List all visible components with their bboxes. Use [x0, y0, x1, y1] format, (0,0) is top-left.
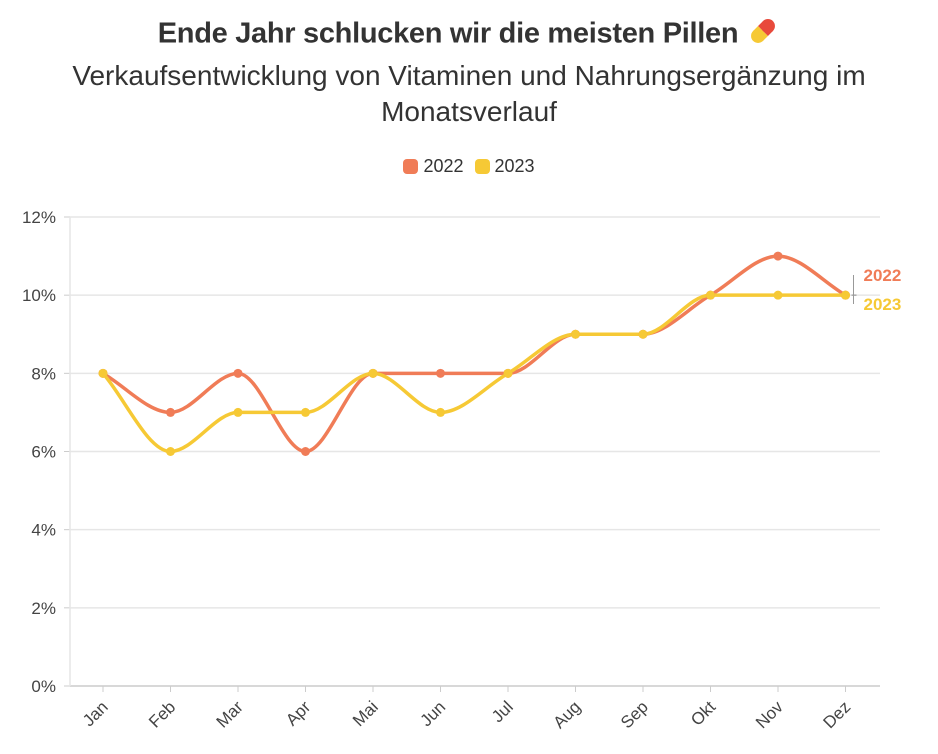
end-label-2023: 2023 — [864, 295, 902, 314]
y-tick-label: 4% — [31, 521, 56, 540]
chart-title-text: Ende Jahr schlucken wir die meisten Pill… — [157, 17, 739, 50]
legend-swatch-2023 — [474, 159, 490, 174]
legend-swatch-2022 — [403, 159, 419, 174]
data-point-2023[interactable] — [706, 290, 715, 300]
pill-icon — [746, 14, 780, 56]
x-tick-label: Dez — [820, 697, 855, 732]
data-point-2022[interactable] — [436, 368, 445, 378]
x-tick-label: Aug — [550, 697, 585, 732]
y-tick-label: 8% — [31, 364, 56, 383]
x-tick-label: Nov — [752, 697, 787, 732]
series-line-2022[interactable] — [101, 254, 848, 454]
data-point-2023[interactable] — [571, 329, 580, 339]
data-point-2023[interactable] — [841, 290, 850, 300]
legend: 2022 2023 — [0, 156, 938, 179]
x-tick-label: Jan — [79, 697, 112, 730]
x-tick-label: Mai — [349, 697, 382, 730]
end-label-connector — [851, 275, 857, 296]
chart-subtitle: Verkaufsentwicklung von Vitaminen und Na… — [72, 60, 866, 127]
x-tick-label: Okt — [687, 697, 719, 729]
data-point-2023[interactable] — [436, 407, 445, 417]
legend-label-2022: 2022 — [423, 156, 464, 176]
grid — [70, 216, 880, 687]
y-tick-label: 0% — [31, 677, 56, 696]
y-tick-label: 2% — [31, 599, 56, 618]
legend-item-2022[interactable]: 2022 — [403, 156, 463, 177]
data-point-2022[interactable] — [301, 447, 310, 456]
end-label-connector — [851, 294, 857, 304]
series-group — [98, 251, 850, 456]
legend-item-2023[interactable]: 2023 — [474, 156, 535, 177]
y-tick-label: 12% — [22, 208, 56, 227]
end-labels: 2022 2023 — [851, 266, 902, 314]
x-tick-label: Jun — [417, 697, 450, 730]
x-tick-label: Sep — [617, 697, 652, 732]
y-tick-label: 6% — [31, 443, 56, 462]
end-label-2022: 2022 — [864, 266, 902, 285]
legend-label-2023: 2023 — [494, 156, 535, 176]
x-tick-label: Apr — [282, 697, 314, 729]
x-tick-label: Feb — [145, 697, 179, 731]
chart-title: Ende Jahr schlucken wir die meisten Pill… — [0, 14, 938, 56]
data-point-2022[interactable] — [166, 407, 175, 417]
x-tick-label: Mar — [213, 697, 247, 731]
data-point-2022[interactable] — [233, 368, 243, 378]
y-axis: 0% 2% 4% 6% 8% 10% 12% — [22, 208, 71, 696]
data-point-2023[interactable] — [98, 368, 108, 378]
data-point-2023[interactable] — [368, 368, 378, 378]
data-point-2023[interactable] — [166, 447, 175, 456]
data-point-2023[interactable] — [233, 407, 243, 417]
data-point-2023[interactable] — [773, 290, 783, 300]
data-point-2023[interactable] — [638, 329, 648, 339]
y-tick-label: 10% — [22, 286, 56, 305]
data-point-2022[interactable] — [773, 251, 783, 261]
x-tick-label: Jul — [488, 697, 517, 726]
data-point-2023[interactable] — [503, 368, 513, 378]
x-axis: Jan Feb Mar Apr Mai Jun Jul Aug Sep Okt Nov Dez — [79, 686, 854, 732]
data-point-2023[interactable] — [301, 407, 310, 417]
